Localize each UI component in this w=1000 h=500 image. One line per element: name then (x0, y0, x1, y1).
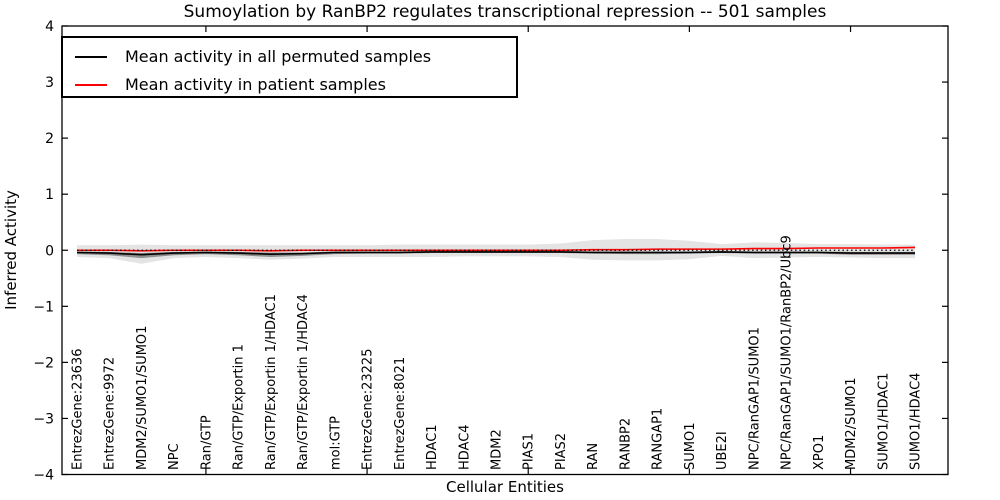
x-category-label: EntrezGene:23636 (71, 349, 86, 470)
x-category-label: Ran/GTP/Exportin 1 (232, 344, 247, 470)
x-category-label: NPC/RanGAP1/SUMO1 (747, 327, 762, 470)
x-category-label: MDM2 (490, 429, 505, 470)
x-category-label: UBE2I (715, 431, 730, 470)
x-category-label: RANBP2 (618, 418, 633, 470)
x-category-label: NPC (167, 443, 182, 470)
y-tick-label: 3 (45, 75, 54, 91)
legend-entry-patient: Mean activity in patient samples (63, 72, 516, 97)
x-category-label: SUMO1 (683, 423, 698, 471)
x-category-label: HDAC4 (457, 424, 472, 470)
x-category-label: Ran/GTP (199, 415, 214, 470)
y-tick-label: −2 (33, 355, 54, 371)
x-category-label: HDAC1 (425, 424, 440, 470)
patient-line-sample-icon (75, 83, 107, 86)
legend-label-permuted: Mean activity in all permuted samples (125, 47, 432, 66)
x-category-label: PIAS1 (522, 433, 537, 470)
patient-mean-line (77, 246, 916, 252)
y-axis-label: Inferred Activity (2, 190, 20, 310)
y-tick-label: 1 (45, 187, 54, 203)
x-axis-label: Cellular Entities (446, 478, 564, 496)
x-category-label: RANGAP1 (651, 408, 666, 470)
x-category-label: RAN (586, 443, 601, 470)
x-category-label: MDM2/SUMO1/SUMO1 (135, 326, 150, 470)
x-category-label: EntrezGene:8021 (393, 357, 408, 470)
x-category-label: PIAS2 (554, 433, 569, 470)
x-category-label: XPO1 (812, 435, 827, 470)
x-category-label: EntrezGene:9972 (103, 357, 118, 470)
chart-title: Sumoylation by RanBP2 regulates transcri… (183, 2, 827, 22)
x-category-label: Ran/GTP/Exportin 1/HDAC4 (296, 294, 311, 470)
x-category-label: EntrezGene:23225 (361, 349, 376, 470)
x-category-label: NPC/RanGAP1/SUMO1/RanBP2/Ubc9 (780, 235, 795, 470)
x-category-label: mol:GTP (328, 416, 343, 470)
legend-label-patient: Mean activity in patient samples (125, 75, 386, 94)
y-tick-label: −4 (33, 468, 54, 484)
y-tick-label: −1 (33, 299, 54, 315)
legend-entry-permuted: Mean activity in all permuted samples (63, 44, 516, 69)
y-tick-label: −3 (33, 411, 54, 427)
x-category-label: Ran/GTP/Exportin 1/HDAC1 (264, 294, 279, 470)
legend: Mean activity in all permuted samples Me… (61, 36, 518, 98)
x-category-label: SUMO1/HDAC4 (909, 373, 924, 470)
x-category-label: MDM2/SUMO1 (844, 377, 859, 470)
permuted-mean-line (76, 251, 915, 256)
x-category-label: SUMO1/HDAC1 (876, 373, 891, 470)
y-tick-label: 4 (45, 19, 54, 35)
permuted-line-sample-icon (75, 55, 107, 58)
y-tick-label: 2 (45, 131, 54, 147)
y-tick-label: 0 (45, 243, 54, 259)
